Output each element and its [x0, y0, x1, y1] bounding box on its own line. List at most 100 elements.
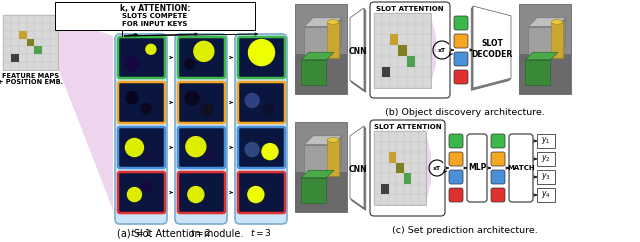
Polygon shape [471, 8, 509, 91]
FancyBboxPatch shape [449, 188, 463, 202]
Bar [519, 53, 571, 94]
Text: (c) Set prediction architecture.: (c) Set prediction architecture. [392, 226, 538, 235]
Bar [537, 170, 555, 184]
FancyBboxPatch shape [238, 37, 285, 78]
Circle shape [194, 41, 214, 61]
Polygon shape [333, 136, 342, 173]
Circle shape [248, 187, 264, 203]
Circle shape [143, 151, 154, 161]
Polygon shape [431, 17, 436, 83]
Bar [537, 134, 555, 148]
Text: xT: xT [438, 48, 446, 53]
Circle shape [141, 181, 151, 191]
FancyBboxPatch shape [118, 172, 165, 213]
FancyBboxPatch shape [238, 172, 285, 213]
Text: $y_1$: $y_1$ [541, 136, 551, 146]
Polygon shape [352, 10, 366, 92]
Bar [399, 45, 406, 56]
FancyBboxPatch shape [178, 172, 225, 213]
Ellipse shape [327, 20, 339, 24]
Bar [537, 188, 555, 202]
Text: xT: xT [433, 166, 441, 172]
Bar [389, 152, 396, 163]
Polygon shape [305, 18, 342, 27]
Ellipse shape [551, 20, 563, 24]
Text: SLOT
DECODER: SLOT DECODER [472, 39, 513, 59]
Circle shape [126, 91, 138, 104]
Bar [327, 140, 339, 176]
Circle shape [262, 144, 278, 160]
Text: SLOT ATTENTION: SLOT ATTENTION [376, 6, 444, 12]
Circle shape [201, 104, 213, 116]
Text: CNN: CNN [349, 46, 367, 55]
FancyBboxPatch shape [449, 152, 463, 166]
Circle shape [125, 57, 139, 71]
FancyBboxPatch shape [467, 134, 487, 202]
FancyBboxPatch shape [454, 34, 468, 48]
FancyBboxPatch shape [491, 134, 505, 148]
Circle shape [262, 104, 275, 116]
FancyBboxPatch shape [238, 127, 285, 168]
Bar [525, 60, 550, 85]
FancyBboxPatch shape [238, 82, 285, 123]
Bar [3, 15, 58, 70]
Polygon shape [58, 17, 113, 210]
Circle shape [245, 93, 259, 107]
Polygon shape [472, 7, 511, 89]
Text: CNN: CNN [349, 165, 367, 174]
Text: $t = 1$: $t = 1$ [131, 227, 152, 239]
Bar [519, 4, 571, 94]
FancyBboxPatch shape [118, 127, 165, 168]
Circle shape [248, 40, 275, 66]
Circle shape [141, 104, 151, 114]
Circle shape [186, 137, 206, 157]
FancyBboxPatch shape [509, 134, 533, 202]
Circle shape [205, 151, 214, 161]
Bar [404, 173, 411, 184]
Polygon shape [351, 127, 365, 209]
Circle shape [188, 187, 204, 203]
Bar [537, 152, 555, 166]
Polygon shape [426, 134, 431, 202]
FancyBboxPatch shape [175, 34, 227, 224]
Circle shape [185, 59, 195, 69]
FancyBboxPatch shape [178, 82, 225, 123]
Text: MATCH: MATCH [507, 165, 535, 171]
Bar [406, 56, 415, 67]
Circle shape [146, 44, 156, 54]
Polygon shape [351, 128, 365, 210]
Bar [295, 172, 347, 212]
Bar [55, 2, 255, 30]
Text: $y_2$: $y_2$ [541, 153, 551, 165]
Text: $t = 3$: $t = 3$ [250, 227, 272, 239]
FancyBboxPatch shape [178, 37, 225, 78]
Bar [396, 163, 404, 173]
Text: MLP: MLP [468, 164, 486, 173]
Bar [305, 27, 333, 55]
Polygon shape [350, 126, 364, 208]
Bar [374, 13, 431, 88]
FancyBboxPatch shape [491, 170, 505, 184]
Bar [381, 184, 389, 194]
Circle shape [127, 188, 141, 202]
Polygon shape [301, 52, 334, 60]
Circle shape [245, 143, 259, 157]
Polygon shape [333, 18, 342, 55]
Bar [35, 46, 42, 54]
Text: SLOTS COMPETE
FOR INPUT KEYS: SLOTS COMPETE FOR INPUT KEYS [122, 14, 188, 27]
FancyBboxPatch shape [178, 127, 225, 168]
Bar [301, 60, 326, 85]
Circle shape [125, 138, 143, 157]
Polygon shape [473, 6, 511, 88]
Text: k, v ATTENTION:: k, v ATTENTION: [120, 5, 190, 14]
Polygon shape [352, 129, 366, 210]
Ellipse shape [327, 138, 339, 142]
FancyBboxPatch shape [118, 82, 165, 123]
Text: $y_3$: $y_3$ [541, 172, 551, 182]
FancyBboxPatch shape [454, 16, 468, 30]
Text: SLOT ATTENTION: SLOT ATTENTION [374, 124, 442, 130]
FancyBboxPatch shape [118, 37, 165, 78]
Text: $y_4$: $y_4$ [541, 189, 551, 201]
Bar [295, 122, 347, 212]
FancyBboxPatch shape [449, 170, 463, 184]
